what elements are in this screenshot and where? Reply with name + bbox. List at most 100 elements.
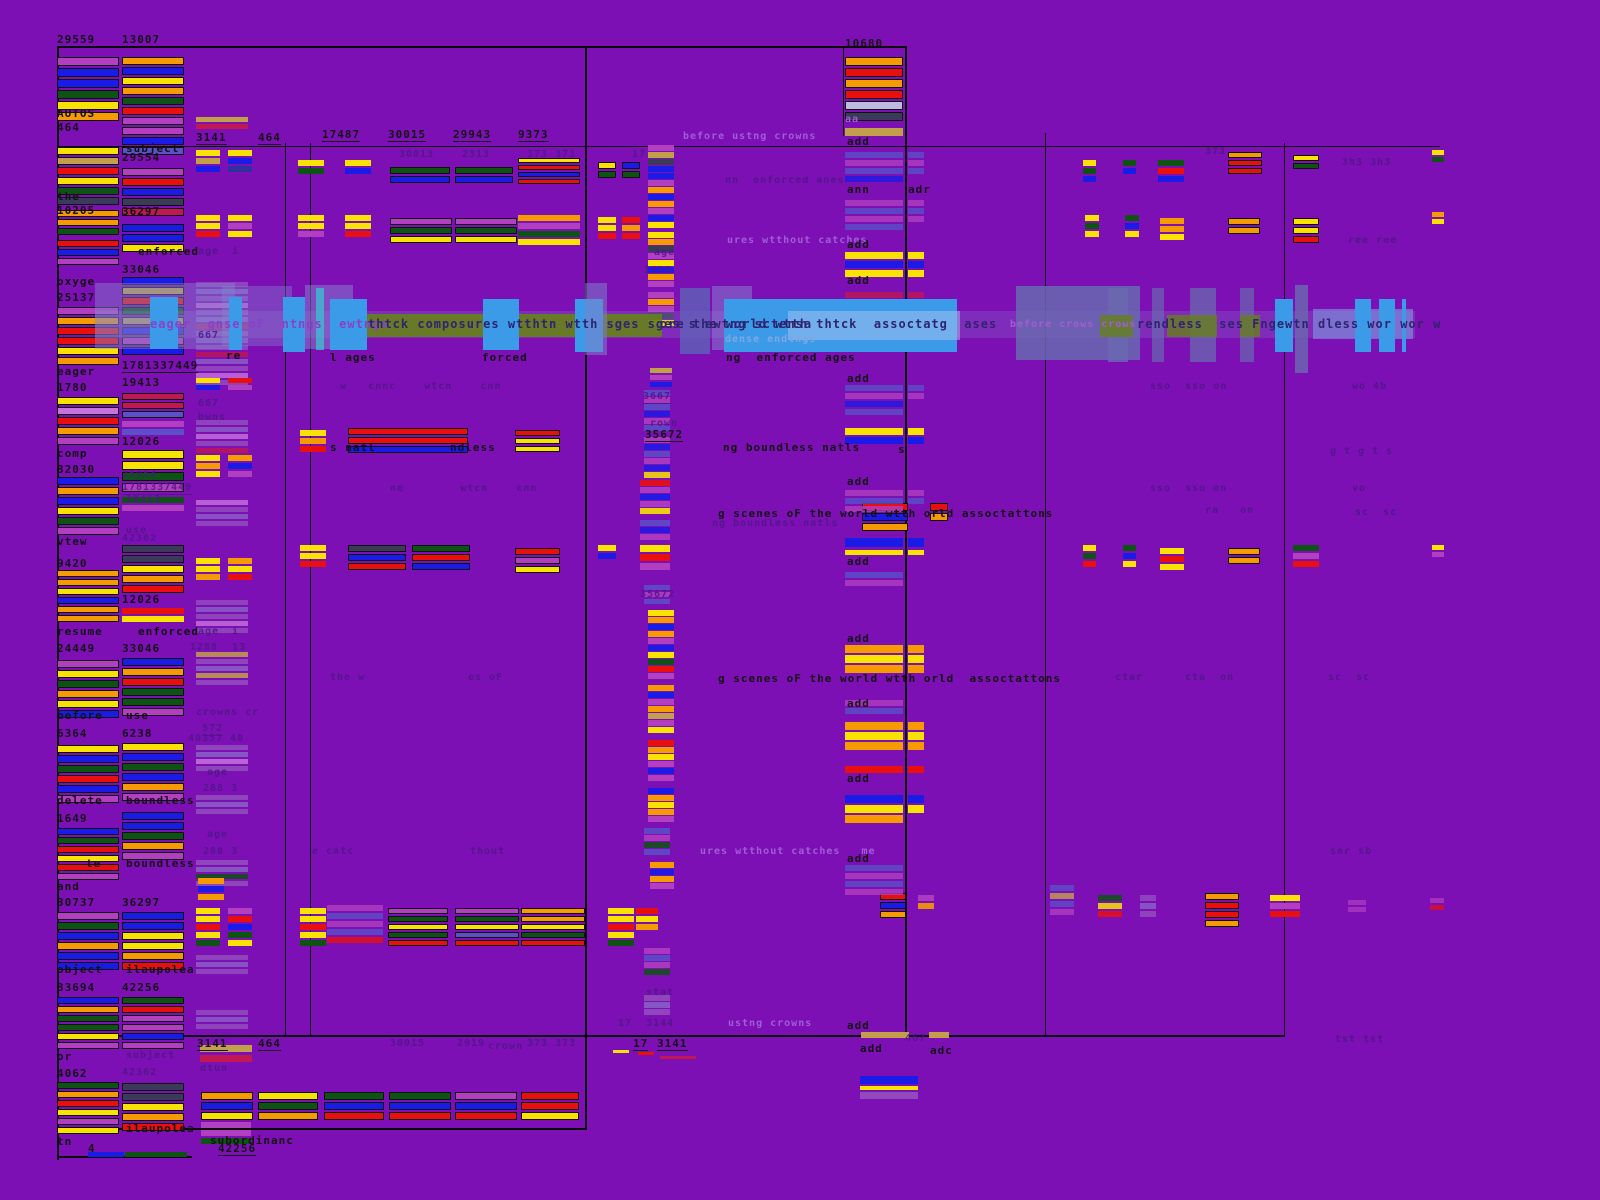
bar-stripe [122, 127, 184, 135]
glitch-label: or [57, 1050, 73, 1063]
bar-stack [122, 168, 184, 218]
bar-stripe [515, 446, 560, 452]
glitch-band-rect [1100, 315, 1133, 337]
glitch-label: adr [908, 183, 931, 196]
bar-stripe [1348, 900, 1366, 905]
bar-stripe [455, 1112, 517, 1120]
bar-stripe [521, 1112, 579, 1120]
bar-stripe [327, 937, 383, 943]
bar-stripe [845, 160, 903, 166]
glitch-label: 29943 [453, 128, 492, 142]
bar-stack [298, 160, 324, 176]
bar-stripe [200, 1045, 252, 1052]
bar-stack [1160, 548, 1184, 572]
bar-stripe [88, 1152, 124, 1157]
bar-stripe [644, 995, 670, 1001]
bar-stack [845, 57, 903, 123]
bar-stack [348, 545, 406, 572]
bar-stripe [196, 223, 220, 229]
bar-stripe [908, 645, 924, 653]
bar-stripe [644, 425, 670, 431]
bar-stack [196, 745, 248, 773]
bar-stripe [228, 215, 252, 221]
bar-stripe [122, 1033, 184, 1040]
bar-stack [345, 215, 371, 239]
bar-stripe [648, 720, 674, 726]
bar-stripe [57, 1082, 119, 1089]
glitch-label: crown [488, 1041, 524, 1052]
bar-stripe [845, 428, 903, 435]
bar-stripe [515, 566, 560, 573]
bar-stripe [122, 793, 184, 801]
bar-stack [1098, 895, 1122, 919]
bar-stack [908, 538, 924, 549]
bar-stripe [57, 579, 119, 586]
glitch-label: ctar [1115, 672, 1144, 683]
bar-stripe [1098, 911, 1122, 917]
bar-stripe [196, 289, 248, 294]
bar-stripe [1083, 561, 1096, 567]
bar-stripe [228, 463, 252, 469]
bar-stripe [122, 393, 184, 400]
bar-stripe [122, 505, 184, 511]
bar-stripe [345, 215, 371, 221]
bar-stripe [640, 520, 670, 526]
bar-stripe [640, 527, 670, 533]
bar-stripe [521, 1102, 579, 1110]
bar-stack [640, 545, 670, 572]
bar-stripe [455, 916, 519, 922]
bar-stripe [622, 162, 640, 169]
glitch-label: 36297 [122, 896, 161, 909]
bar-stack [122, 450, 184, 494]
bar-stripe [845, 742, 903, 750]
bar-stack [122, 57, 184, 157]
bar-stripe [122, 942, 184, 950]
bar-stripe [348, 446, 468, 453]
bar-stripe [648, 816, 674, 822]
bar-stripe [57, 187, 119, 195]
bar-stripe [348, 545, 406, 552]
bar-stripe [1123, 545, 1136, 551]
bar-stripe [1293, 155, 1319, 161]
bar-stripe [122, 743, 184, 751]
bar-stripe [57, 307, 119, 315]
glitch-label: 10680 [845, 37, 884, 50]
bar-stripe [518, 158, 580, 163]
bar-stack [57, 828, 119, 882]
bar-stripe [57, 846, 119, 853]
bar-stripe [598, 553, 616, 559]
bar-stripe [648, 222, 674, 228]
bar-stripe [196, 514, 248, 519]
bar-stripe [122, 678, 184, 686]
bar-stack [636, 908, 658, 932]
bar-stack [622, 217, 640, 241]
bar-stripe [122, 450, 184, 459]
bar-stripe [196, 117, 248, 122]
glitch-label: stat [646, 987, 675, 998]
bar-stripe [196, 745, 248, 750]
glitch-label: ng boundless natls [723, 441, 861, 454]
bar-stack [1228, 548, 1260, 566]
bar-stripe [57, 1033, 119, 1040]
bar-stripe [196, 317, 248, 322]
bar-stripe [122, 658, 184, 666]
glitch-label: before crows crows [1010, 319, 1137, 330]
bar-stripe [455, 167, 513, 174]
bar-stack [228, 378, 252, 392]
bar-stripe [300, 430, 326, 436]
bar-stripe [122, 555, 184, 563]
bar-stripe [648, 727, 674, 733]
bar-stripe [908, 252, 924, 259]
bar-stripe [644, 828, 670, 834]
bar-stripe [845, 68, 903, 77]
bar-stripe [598, 162, 616, 169]
bar-stripe [196, 338, 248, 343]
glitch-label: 667 [198, 398, 220, 409]
bar-stripe [57, 660, 119, 668]
bar-stripe [196, 795, 248, 800]
glitch-label: delete [57, 794, 103, 807]
bar-stripe [228, 150, 252, 156]
glitch-label: AUTOS [57, 107, 96, 120]
blue-band-rect [330, 299, 367, 350]
